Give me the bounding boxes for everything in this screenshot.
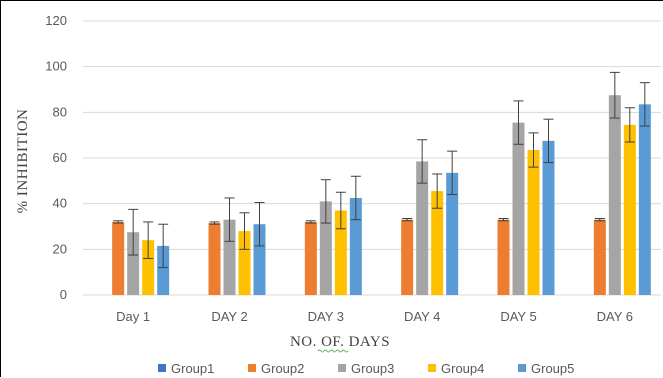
bar-group4-2 (334, 210, 347, 295)
x-tick-label: DAY 2 (211, 309, 247, 324)
y-tick-label: 80 (53, 104, 67, 119)
legend-label: Group3 (351, 361, 394, 376)
legend-label: Group4 (441, 361, 484, 376)
bar-group4-3 (431, 191, 444, 295)
bar-group2-5 (593, 219, 606, 295)
x-axis-title: NO. OF. DAYS (290, 334, 390, 350)
bar-group2-3 (401, 219, 414, 295)
bar-group2-2 (304, 221, 317, 295)
bar-group5-4 (542, 140, 555, 295)
x-tick-label: DAY 3 (308, 309, 344, 324)
bar-group2-1 (208, 223, 221, 295)
legend-label: Group5 (531, 361, 574, 376)
bar-group5-2 (349, 197, 362, 295)
y-axis-title: % INHIBITION (15, 109, 31, 214)
y-tick-label: 0 (60, 287, 67, 302)
bar-group5-0 (157, 245, 170, 295)
error-bars (113, 71, 650, 269)
y-tick-label: 120 (45, 13, 67, 28)
x-tick-label: Day 1 (116, 309, 150, 324)
legend: Group1 Group2 Group3 Group4 Group5 (158, 361, 574, 376)
bars (112, 95, 651, 296)
bar-group4-0 (142, 240, 155, 295)
bar-group3-0 (127, 232, 140, 295)
bar-group5-5 (638, 104, 651, 295)
legend-swatch (338, 364, 346, 372)
x-tick-label: DAY 4 (404, 309, 440, 324)
legend-swatch (428, 364, 436, 372)
y-tick-label: 40 (53, 196, 67, 211)
bar-group2-4 (497, 219, 510, 295)
bar-group3-4 (512, 122, 525, 295)
x-axis-ticks: Day 1 DAY 2 DAY 3 DAY 4 DAY 5 DAY 6 (116, 309, 633, 324)
bar-group2-0 (112, 221, 125, 295)
y-tick-label: 100 (45, 59, 67, 74)
gridlines (83, 20, 661, 296)
x-tick-label: DAY 6 (597, 309, 633, 324)
legend-label: Group2 (261, 361, 304, 376)
bar-group4-1 (238, 231, 251, 295)
bar-group3-2 (319, 201, 332, 295)
legend-label: Group1 (171, 361, 214, 376)
bar-group5-3 (446, 172, 459, 295)
bar-group5-1 (253, 224, 266, 295)
bar-group3-3 (416, 161, 429, 295)
y-tick-label: 20 (53, 241, 67, 256)
y-axis-ticks: 0 20 40 60 80 100 120 (45, 13, 67, 302)
spellcheck-underline (317, 349, 349, 353)
x-tick-label: DAY 5 (500, 309, 536, 324)
legend-swatch (158, 364, 166, 372)
bar-group4-4 (527, 150, 540, 295)
bar-group4-5 (623, 124, 636, 296)
y-tick-label: 60 (53, 150, 67, 165)
bar-group3-1 (223, 219, 236, 295)
legend-swatch (248, 364, 256, 372)
bar-group3-5 (608, 95, 621, 295)
legend-swatch (518, 364, 526, 372)
